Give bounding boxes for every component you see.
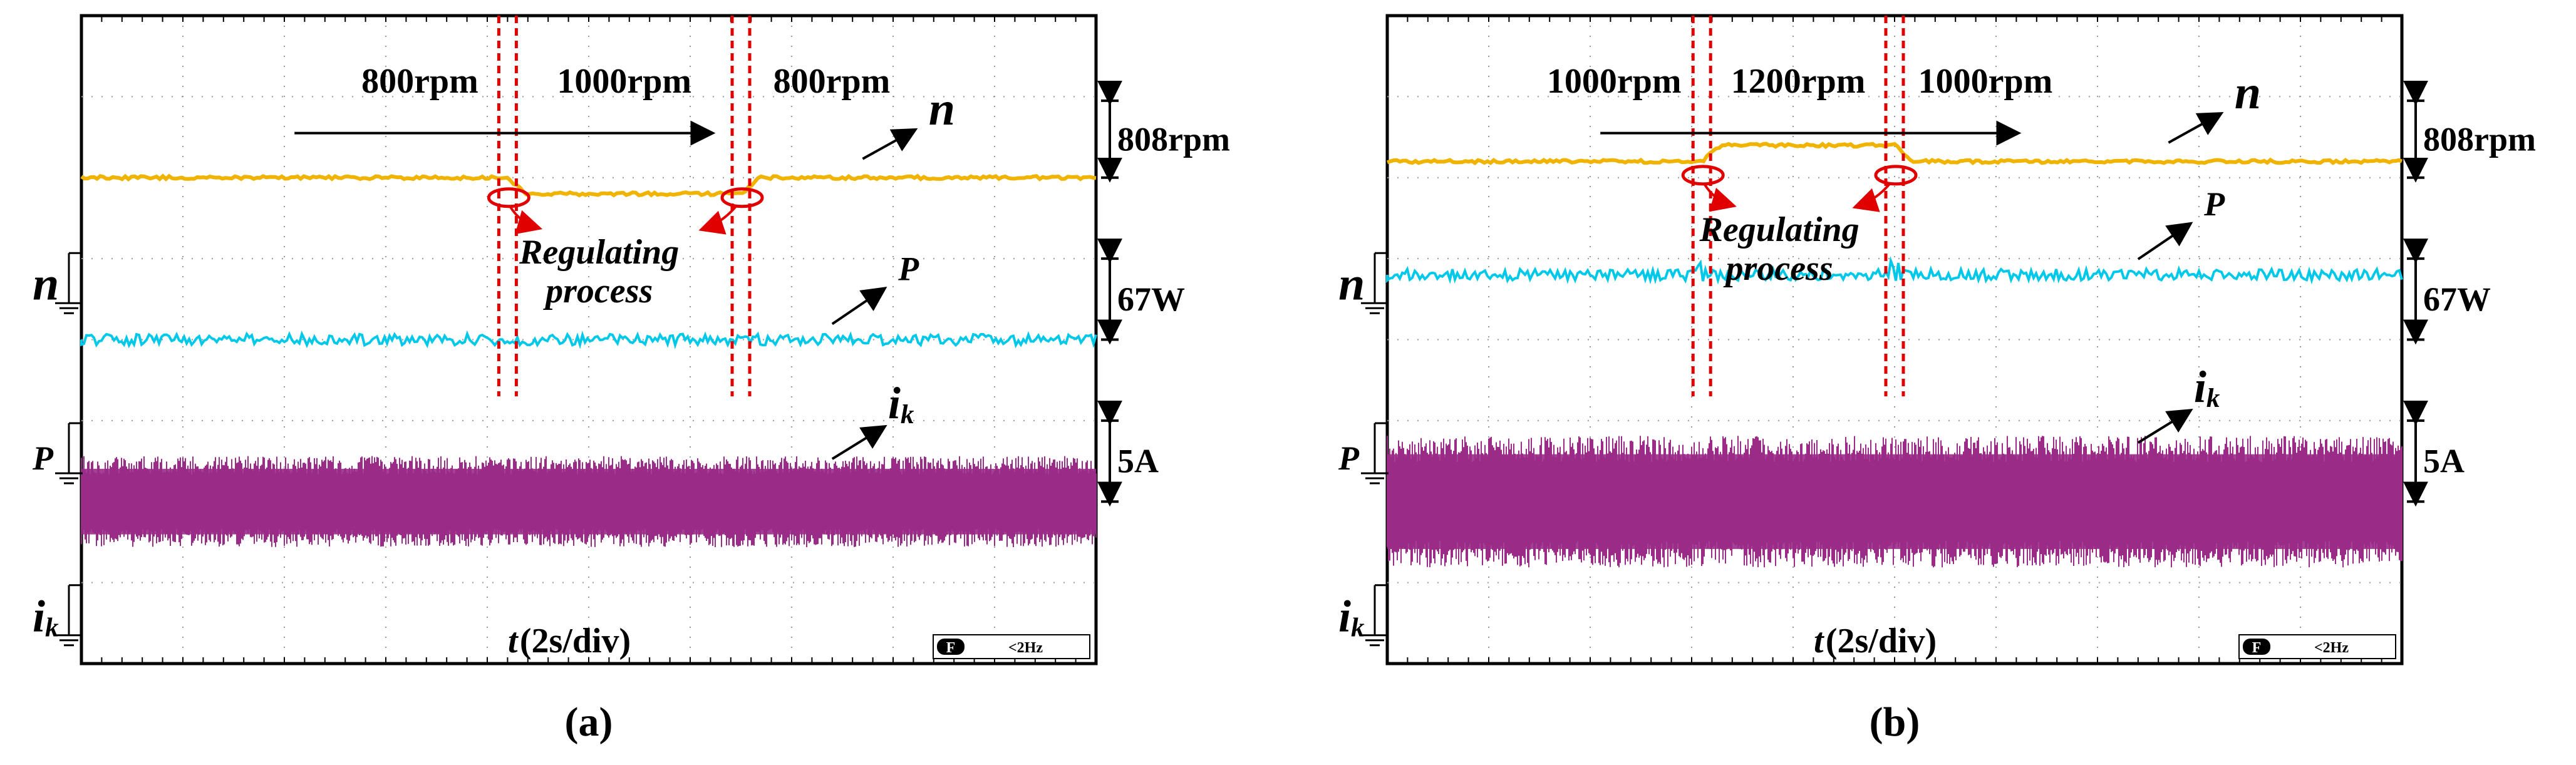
- ground-label-subscript: k: [1351, 614, 1365, 643]
- ground-label-i: ik: [1338, 592, 1365, 643]
- process-circle: [720, 187, 764, 208]
- scale-label-i: 5A: [1117, 443, 1159, 480]
- annotation-line2: process: [543, 272, 653, 311]
- series-label-n: n: [2235, 66, 2261, 119]
- panel-caption: (a): [565, 699, 613, 745]
- x-axis-unit: (2s/div): [520, 622, 631, 660]
- annotation-line1: Regulating: [519, 233, 679, 272]
- scale-label-P: 67W: [2423, 280, 2491, 318]
- annotation-arrow: [698, 205, 737, 235]
- series-arrow: [831, 424, 887, 460]
- ground-label-P: P: [32, 439, 54, 477]
- status-badge-text: F: [946, 640, 956, 656]
- power-trace: [1386, 256, 2403, 285]
- speed-trace: [1387, 141, 2403, 166]
- annotation-line1: Regulating: [1699, 210, 1860, 249]
- process-circle: [1874, 165, 1918, 186]
- scale-label-n: 808rpm: [2423, 120, 2536, 158]
- status-text: <2Hz: [1008, 640, 1043, 656]
- annotation-line2: process: [1724, 249, 1833, 288]
- scale-label-n: 808rpm: [1117, 120, 1230, 158]
- speed-label: 1000rpm: [1918, 62, 2053, 101]
- speed-trace: [80, 173, 1097, 198]
- process-circle: [487, 187, 530, 208]
- scale-label-i: 5A: [2423, 443, 2465, 480]
- annotation-arrow: [1703, 183, 1737, 212]
- power-trace: [80, 330, 1097, 349]
- annotation-arrow: [509, 205, 543, 235]
- status-text: <2Hz: [2314, 640, 2349, 656]
- status-badge: [937, 639, 965, 655]
- series-arrow: [2137, 222, 2193, 260]
- series-label-subscript: k: [901, 400, 914, 429]
- ground-label-subscript: k: [45, 614, 59, 643]
- series-label-P: P: [2203, 185, 2225, 223]
- current-trace: [81, 456, 1097, 547]
- scale-label-P: 67W: [1117, 280, 1185, 318]
- speed-label: 800rpm: [361, 62, 478, 101]
- process-circle: [1681, 165, 1725, 186]
- series-label-n: n: [929, 83, 955, 135]
- series-arrow: [831, 287, 887, 326]
- x-axis-label: t: [508, 622, 519, 660]
- x-axis-label: t: [1814, 622, 1824, 660]
- series-arrow: [2168, 111, 2224, 144]
- speed-label: 1000rpm: [557, 62, 691, 101]
- series-arrow: [862, 128, 918, 160]
- x-axis-unit: (2s/div): [1826, 622, 1937, 660]
- ground-label-P: P: [1338, 439, 1360, 477]
- series-label-subscript: k: [2206, 384, 2220, 413]
- current-trace: [1387, 436, 2403, 568]
- speed-label: 800rpm: [773, 62, 891, 101]
- status-badge: [2243, 639, 2270, 655]
- ground-label-i: ik: [33, 592, 59, 643]
- series-label-P: P: [897, 250, 919, 288]
- status-badge-text: F: [2252, 640, 2262, 656]
- ground-label-n: n: [1338, 257, 1365, 310]
- annotation-arrow: [1852, 183, 1891, 212]
- speed-label: 1000rpm: [1547, 62, 1682, 101]
- panel-caption: (b): [1870, 699, 1920, 745]
- series-arrow: [2137, 408, 2193, 444]
- speed-label: 1200rpm: [1731, 62, 1866, 101]
- ground-label-n: n: [33, 257, 59, 310]
